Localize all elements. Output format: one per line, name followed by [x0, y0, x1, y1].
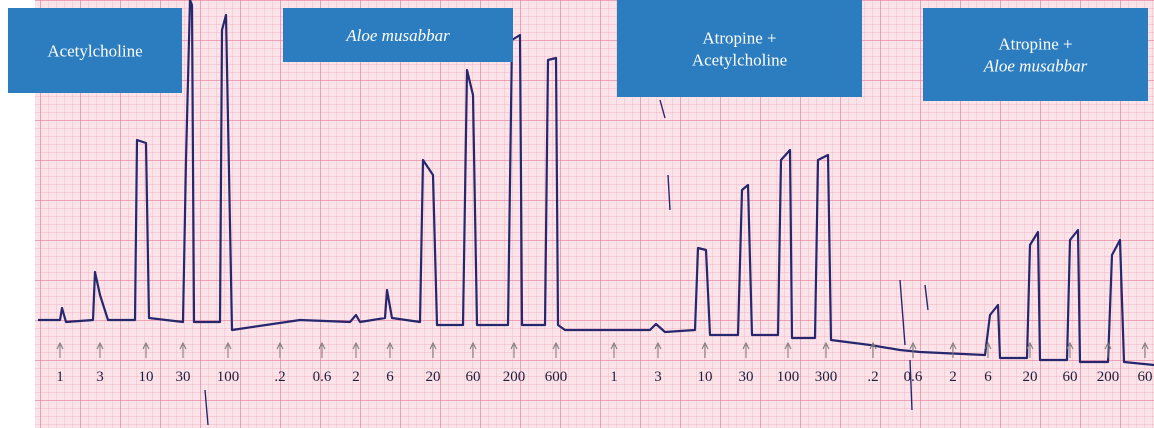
panel-label: Atropine + [702, 29, 776, 48]
dose-label: 1 [610, 369, 618, 385]
dose-label: 60 [1063, 369, 1078, 385]
dose-label: 6 [984, 369, 992, 385]
dose-label: 100 [777, 369, 800, 385]
dose-label: 200 [503, 369, 526, 385]
dose-label: 600 [545, 369, 568, 385]
dose-label: 20 [1023, 369, 1038, 385]
dose-label: 30 [176, 369, 191, 385]
panel-label: Acetylcholine [692, 51, 787, 70]
panel-label: Atropine + [998, 35, 1072, 54]
panel-box [923, 8, 1148, 101]
dose-label: 2 [949, 369, 957, 385]
dose-label: 3 [654, 369, 662, 385]
dose-label: 0.6 [313, 369, 332, 385]
dose-label: 100 [217, 369, 240, 385]
dose-label: 2 [352, 369, 360, 385]
panel-box [617, 0, 862, 97]
panel-label: Aloe musabbar [345, 26, 450, 45]
dose-label: 10 [698, 369, 713, 385]
dose-label: .2 [867, 369, 878, 385]
recording-figure: Acetylcholine Aloe musabbar Atropine + Acet… [0, 0, 1154, 428]
dose-label: 300 [815, 369, 838, 385]
dose-label: 200 [1097, 369, 1120, 385]
dose-label: 60 [1138, 369, 1153, 385]
dose-label: 0.6 [904, 369, 923, 385]
dose-label: .2 [274, 369, 285, 385]
panel-label: Aloe musabbar [983, 57, 1088, 76]
dose-label: 60 [466, 369, 481, 385]
page: Acetylcholine Aloe musabbar Atropine + Acet… [0, 0, 1154, 428]
dose-label: 3 [96, 369, 104, 385]
dose-label: 6 [386, 369, 394, 385]
panel-label: Acetylcholine [47, 42, 142, 61]
dose-label: 20 [426, 369, 441, 385]
dose-label: 10 [139, 369, 154, 385]
dose-label: 1 [56, 369, 64, 385]
dose-label: 30 [739, 369, 754, 385]
